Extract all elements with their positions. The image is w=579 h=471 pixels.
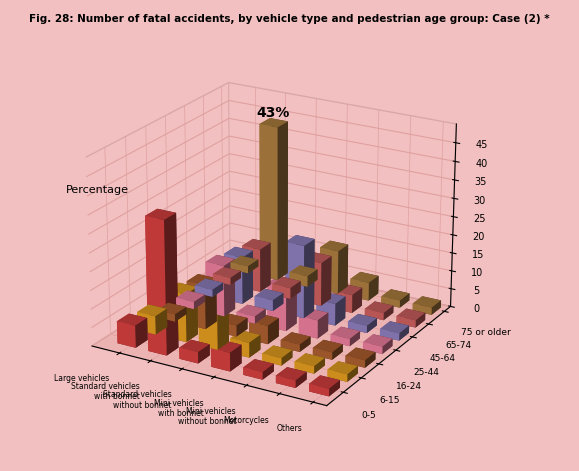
Text: Percentage: Percentage [66, 186, 129, 195]
Text: Fig. 28: Number of fatal accidents, by vehicle type and pedestrian age group: Ca: Fig. 28: Number of fatal accidents, by v… [29, 14, 550, 24]
